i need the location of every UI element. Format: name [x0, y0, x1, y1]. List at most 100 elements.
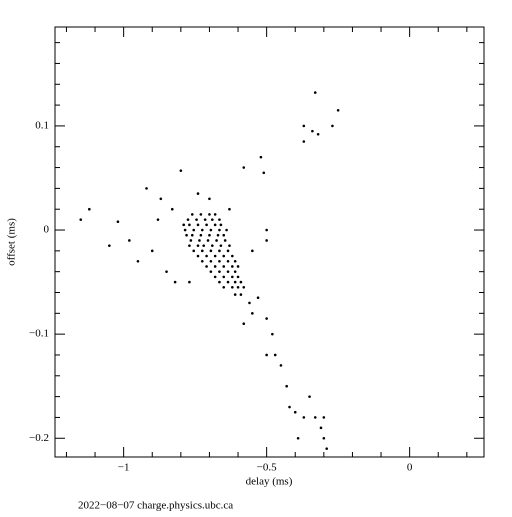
- point: [219, 223, 223, 227]
- point: [222, 265, 226, 268]
- point: [296, 436, 300, 440]
- plot-frame: [54, 26, 485, 458]
- point: [311, 129, 314, 133]
- point: [223, 239, 227, 242]
- point: [196, 223, 200, 227]
- point: [233, 280, 237, 284]
- point: [242, 322, 246, 326]
- point: [293, 410, 297, 414]
- point: [213, 213, 217, 216]
- point: [265, 239, 268, 242]
- point: [200, 228, 204, 232]
- point: [211, 244, 214, 247]
- point: [222, 233, 226, 237]
- point: [218, 280, 221, 284]
- point: [251, 249, 254, 253]
- point: [316, 132, 320, 136]
- point: [209, 270, 213, 273]
- point: [213, 223, 217, 227]
- point: [285, 384, 288, 388]
- point: [199, 213, 203, 216]
- point: [271, 332, 274, 336]
- point: [88, 207, 91, 211]
- y-tick-label: 0: [44, 224, 50, 236]
- point: [200, 259, 204, 263]
- point: [222, 254, 226, 258]
- point: [200, 249, 204, 253]
- point: [79, 218, 83, 221]
- point: [226, 259, 230, 263]
- point: [331, 124, 334, 128]
- point: [218, 249, 221, 253]
- point: [188, 223, 191, 227]
- point: [233, 270, 237, 273]
- point: [198, 239, 201, 242]
- point: [273, 353, 277, 357]
- point: [196, 192, 200, 195]
- point: [108, 244, 111, 247]
- point: [159, 197, 163, 201]
- point: [226, 280, 230, 284]
- x-tick-label: −0.5: [257, 462, 277, 474]
- point: [233, 259, 237, 263]
- x-axis-label: delay (ms): [246, 476, 293, 488]
- point: [209, 249, 213, 253]
- point: [165, 270, 168, 273]
- point: [233, 293, 237, 296]
- point: [183, 228, 187, 232]
- point: [213, 254, 217, 258]
- point: [222, 275, 226, 279]
- point: [196, 254, 200, 258]
- point: [265, 353, 268, 357]
- point: [218, 228, 221, 232]
- point: [202, 244, 206, 247]
- y-tick-label: −0.2: [29, 432, 49, 444]
- footer: 2022−08−07 charge.physics.ubc.ca: [78, 500, 233, 512]
- point: [228, 244, 231, 247]
- point: [218, 218, 221, 221]
- x-tick-label: −1: [118, 462, 130, 474]
- point: [128, 239, 131, 242]
- point: [173, 280, 177, 284]
- point: [150, 249, 154, 253]
- point: [208, 197, 211, 201]
- point: [205, 265, 208, 268]
- point: [225, 228, 228, 232]
- point: [228, 207, 231, 211]
- point: [213, 275, 217, 279]
- point: [236, 275, 240, 279]
- point: [208, 213, 211, 216]
- point: [325, 447, 329, 450]
- point: [145, 187, 148, 190]
- x-tick-label: 0: [407, 462, 413, 474]
- point: [182, 223, 185, 227]
- point: [313, 91, 317, 94]
- point: [239, 293, 243, 296]
- point: [209, 259, 213, 263]
- point: [279, 364, 283, 367]
- point: [231, 275, 234, 279]
- point: [190, 213, 194, 216]
- point: [251, 312, 254, 315]
- point: [302, 124, 306, 128]
- y-tick-label: −0.1: [29, 328, 49, 340]
- point: [265, 228, 268, 232]
- y-tick-label: 0.1: [35, 119, 49, 131]
- point: [302, 140, 306, 143]
- point: [185, 233, 188, 237]
- point: [188, 280, 191, 284]
- point: [336, 108, 340, 112]
- point: [226, 270, 230, 273]
- point: [205, 223, 208, 227]
- point: [242, 166, 246, 169]
- point: [199, 233, 203, 237]
- point: [322, 436, 326, 440]
- point: [116, 220, 120, 223]
- point: [205, 254, 208, 258]
- point: [219, 244, 223, 247]
- point: [196, 244, 200, 247]
- point: [211, 218, 214, 221]
- point: [170, 207, 174, 211]
- y-axis-label: offset (ms): [6, 218, 18, 266]
